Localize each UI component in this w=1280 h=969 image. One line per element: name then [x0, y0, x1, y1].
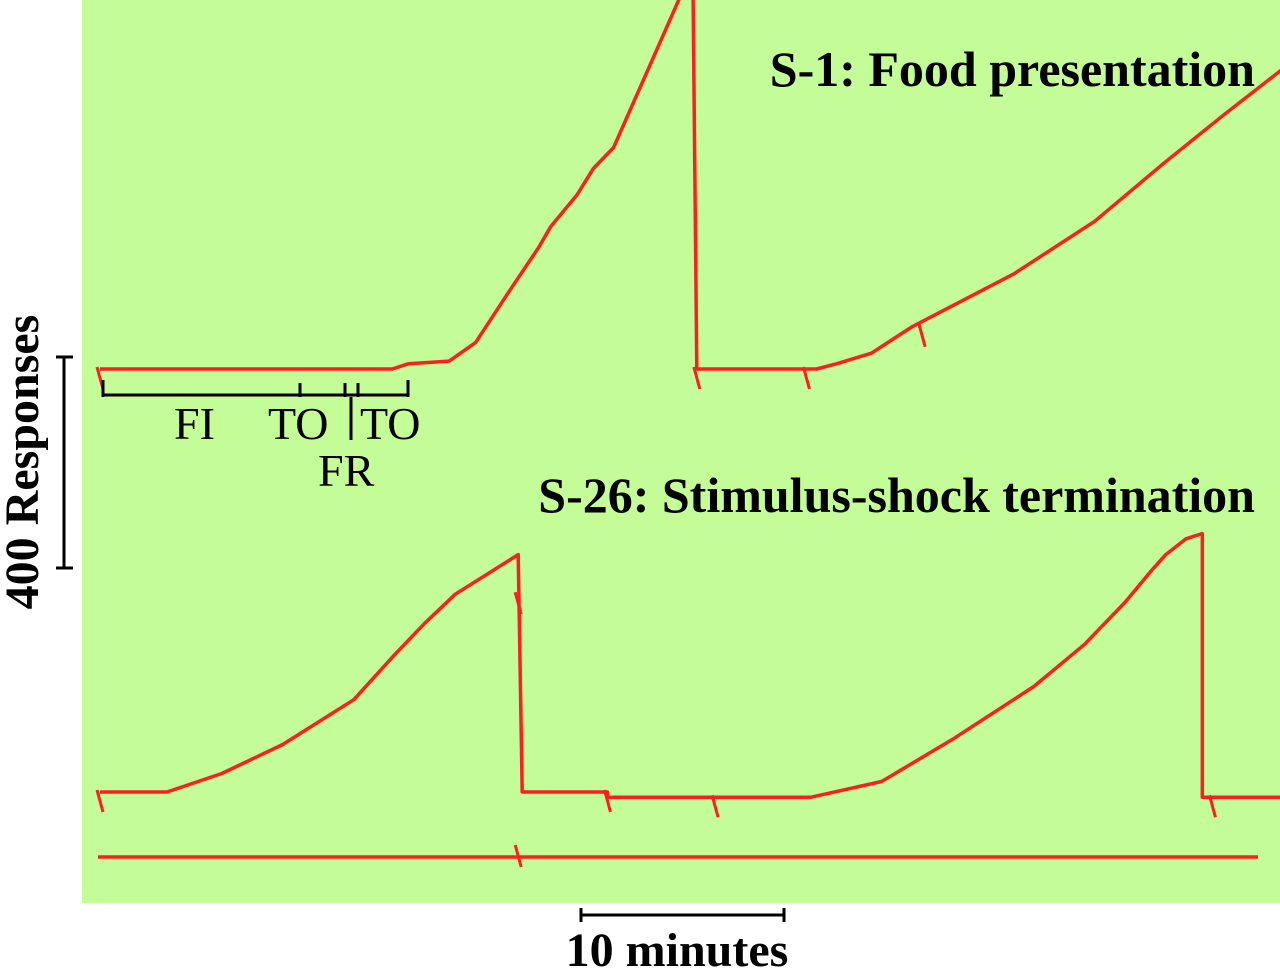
record-title-food: S-1: Food presentation — [770, 41, 1255, 97]
time-line-tick-1 — [513, 844, 523, 868]
response-scale-bar — [56, 355, 73, 570]
response-scale-label: 400 Responses — [0, 315, 49, 610]
record-2-event-tick-1 — [95, 789, 105, 813]
segment-label-fr: FR — [318, 445, 375, 496]
segment-bracket — [101, 380, 410, 440]
record-2-event-tick-5 — [1207, 794, 1217, 818]
record-trace-1 — [100, 0, 1280, 371]
record-2-event-tick-3 — [603, 789, 612, 813]
record-1-event-tick-2 — [692, 366, 702, 390]
time-scale-label: 10 minutes — [566, 924, 789, 969]
record-1-event-tick-3 — [801, 366, 811, 390]
record-trace-2 — [100, 531, 1280, 800]
record-2-event-tick-4 — [710, 794, 720, 818]
record-2-event-tick-2 — [513, 591, 523, 615]
record-1-event-tick-4 — [917, 324, 927, 348]
record-title-shock: S-26: Stimulus-shock termination — [538, 467, 1255, 523]
segment-label-fi: FI — [174, 398, 215, 449]
record-background — [82, 0, 1280, 903]
segment-label-to-1: TO — [268, 398, 329, 449]
segment-label-to-2: TO — [360, 398, 421, 449]
time-scale-bar — [579, 908, 786, 922]
